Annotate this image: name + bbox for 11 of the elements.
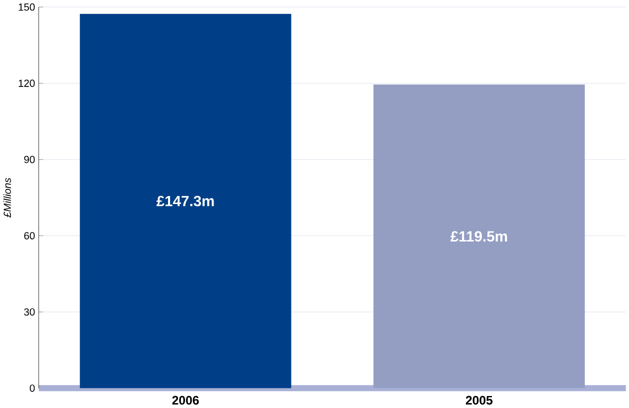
y-tick-label: 150 [18,3,35,11]
y-tick-label: 120 [18,80,35,87]
data-label: £147.3m [156,196,214,206]
data-label: £119.5m [450,231,507,242]
y-tick-label: 90 [24,156,35,164]
x-tick-label: 2006 [172,396,199,405]
y-tick-label: 0 [30,384,35,392]
y-tick-label: 60 [24,232,35,240]
x-tick-label: 2005 [466,396,492,405]
y-axis-title: £Millions [3,178,11,218]
y-tick-label: 30 [24,308,35,316]
